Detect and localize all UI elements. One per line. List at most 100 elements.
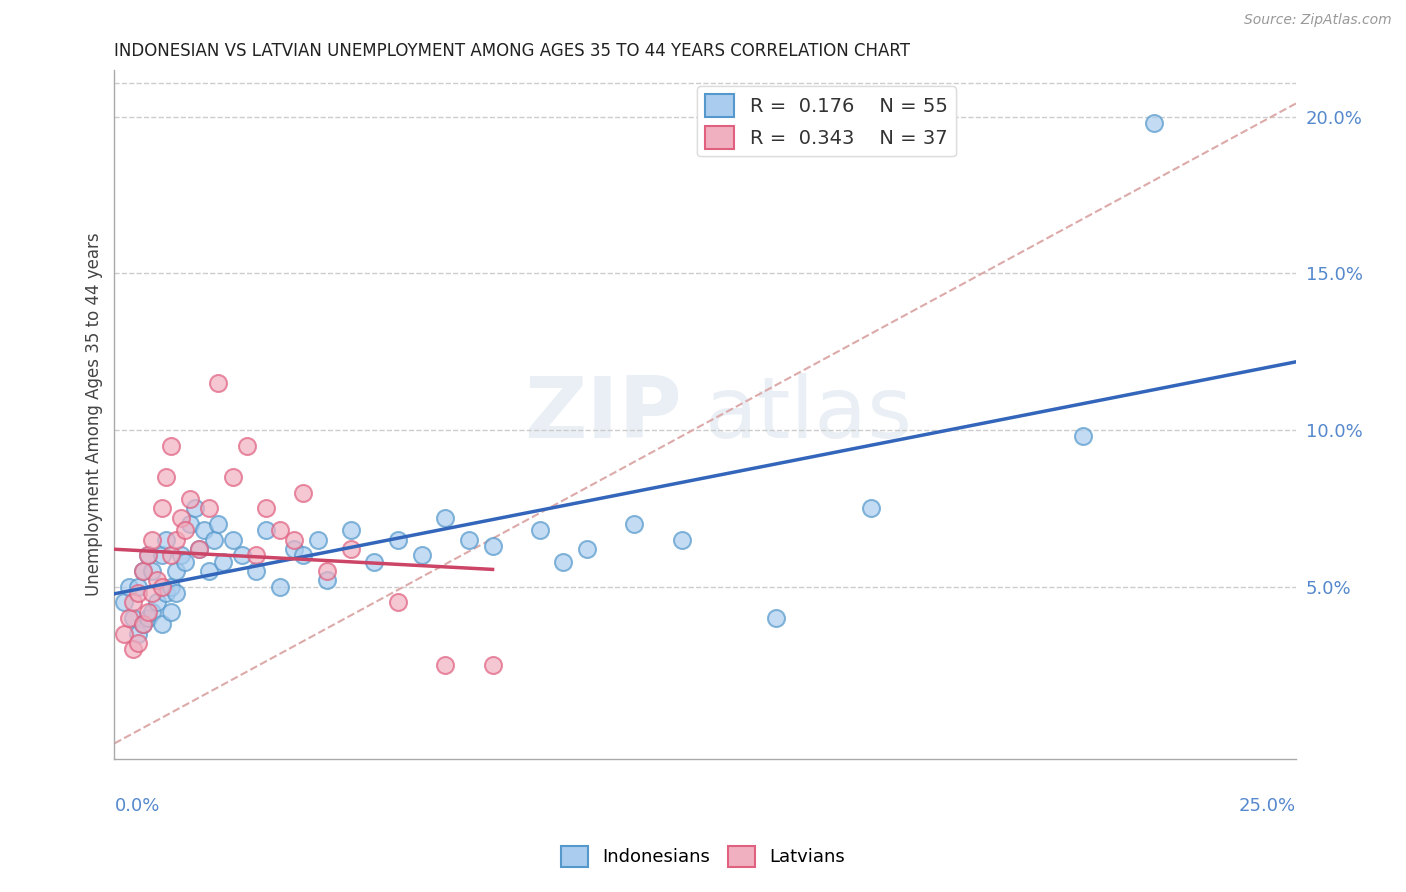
Point (283, 533, 305, 547)
Point (132, 564, 155, 578)
Point (132, 617, 155, 632)
Point (174, 555, 197, 569)
Point (339, 542, 361, 557)
Point (1143, 116, 1166, 130)
Point (188, 542, 211, 557)
Point (160, 605, 183, 619)
Point (623, 517, 645, 532)
Point (245, 564, 267, 578)
Point (236, 439, 259, 453)
Point (245, 549, 267, 563)
Point (198, 564, 221, 578)
Point (127, 580, 149, 594)
Point (212, 555, 235, 569)
Point (136, 605, 159, 619)
Point (387, 533, 409, 547)
Point (160, 580, 183, 594)
Point (481, 658, 503, 673)
Point (122, 611, 145, 625)
Point (165, 564, 187, 578)
Point (141, 533, 163, 547)
Point (188, 542, 211, 557)
Point (207, 517, 229, 532)
Point (434, 510, 457, 524)
Point (132, 564, 155, 578)
Point (112, 595, 135, 609)
Point (179, 517, 201, 532)
Point (553, 555, 575, 569)
Point (127, 626, 149, 640)
Point (136, 611, 159, 625)
Point (117, 580, 139, 594)
Point (193, 524, 215, 538)
Point (269, 580, 291, 594)
Point (307, 533, 329, 547)
Point (458, 533, 481, 547)
Text: 0.0%: 0.0% (114, 797, 160, 814)
Point (363, 555, 385, 569)
Point (765, 611, 787, 625)
Point (859, 501, 882, 516)
Point (141, 605, 163, 619)
Point (141, 586, 163, 600)
Point (155, 533, 177, 547)
Point (316, 564, 339, 578)
Point (155, 470, 177, 484)
Point (165, 533, 187, 547)
Point (136, 549, 159, 563)
Point (1073, 429, 1095, 443)
Point (136, 549, 159, 563)
Point (179, 491, 201, 506)
Point (150, 549, 173, 563)
Point (150, 580, 173, 594)
Point (283, 542, 305, 557)
Point (141, 564, 163, 578)
Point (146, 595, 169, 609)
Text: atlas: atlas (706, 373, 914, 456)
Point (146, 574, 169, 588)
Point (434, 658, 457, 673)
Legend: Indonesians, Latvians: Indonesians, Latvians (554, 838, 852, 874)
Point (150, 617, 173, 632)
Text: Source: ZipAtlas.com: Source: ZipAtlas.com (1244, 13, 1392, 28)
Point (198, 501, 221, 516)
Point (155, 586, 177, 600)
Point (221, 533, 243, 547)
Point (269, 524, 291, 538)
Point (184, 501, 207, 516)
Point (127, 586, 149, 600)
Point (127, 636, 149, 650)
Point (411, 549, 433, 563)
Text: 25.0%: 25.0% (1239, 797, 1296, 814)
Point (576, 542, 599, 557)
Point (165, 586, 187, 600)
Point (529, 524, 551, 538)
Point (254, 524, 277, 538)
Point (292, 549, 315, 563)
Point (231, 549, 253, 563)
Text: INDONESIAN VS LATVIAN UNEMPLOYMENT AMONG AGES 35 TO 44 YEARS CORRELATION CHART: INDONESIAN VS LATVIAN UNEMPLOYMENT AMONG… (114, 42, 911, 60)
Point (671, 533, 693, 547)
Point (132, 617, 155, 632)
Point (339, 524, 361, 538)
Point (160, 549, 183, 563)
Point (254, 501, 277, 516)
Point (174, 524, 197, 538)
Point (202, 533, 225, 547)
Legend: R =  0.176    N = 55, R =  0.343    N = 37: R = 0.176 N = 55, R = 0.343 N = 37 (697, 87, 956, 156)
Point (207, 376, 229, 390)
Point (117, 611, 139, 625)
Point (112, 626, 135, 640)
Point (122, 642, 145, 657)
Point (292, 485, 315, 500)
Point (150, 501, 173, 516)
Point (122, 595, 145, 609)
Point (169, 510, 191, 524)
Point (160, 439, 183, 453)
Point (316, 574, 339, 588)
Point (387, 595, 409, 609)
Y-axis label: Unemployment Among Ages 35 to 44 years: Unemployment Among Ages 35 to 44 years (86, 233, 103, 596)
Point (481, 539, 503, 553)
Point (169, 549, 191, 563)
Point (221, 470, 243, 484)
